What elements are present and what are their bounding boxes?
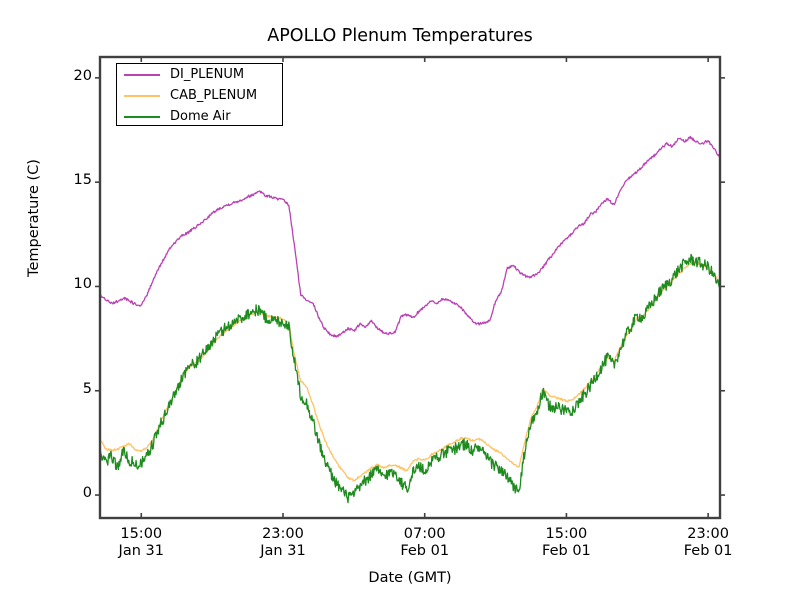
y-tick-label: 20 (73, 67, 92, 84)
chart-title: APOLLO Plenum Temperatures (267, 26, 533, 46)
series-line (99, 135, 721, 338)
y-tick-label: 15 (73, 172, 92, 189)
data-series-group (99, 135, 721, 504)
chart-legend: DI_PLENUM CAB_PLENUM Dome Air (116, 63, 283, 126)
x-tick-label: 07:00 Feb 01 (400, 526, 450, 559)
y-tick-labels: 0 5 10 15 20 (48, 0, 92, 600)
legend-swatch-cab-plenum (124, 94, 160, 97)
x-tick-label: 23:00 Jan 31 (260, 526, 306, 559)
legend-item: CAB_PLENUM (117, 85, 282, 106)
legend-label: Dome Air (170, 109, 231, 124)
plot-background (100, 57, 720, 518)
series-line (99, 261, 721, 482)
x-tick-label: 15:00 Feb 01 (542, 526, 591, 559)
y-tick-label: 10 (73, 276, 92, 293)
plot-frame (98, 55, 722, 520)
x-tick-label: 15:00 Jan 31 (118, 526, 164, 559)
legend-swatch-dome-air (124, 115, 160, 118)
x-tick-label: 23:00 Feb 01 (683, 526, 733, 559)
legend-label: DI_PLENUM (170, 67, 245, 82)
y-tick-label: 5 (82, 380, 92, 397)
legend-label: CAB_PLENUM (170, 88, 258, 103)
legend-swatch-di-plenum (124, 73, 160, 76)
series-line (99, 253, 721, 504)
legend-item: DI_PLENUM (117, 64, 282, 85)
x-axis-label: Date (GMT) (368, 570, 452, 586)
legend-item: Dome Air (117, 106, 282, 127)
y-tick-label: 0 (82, 485, 92, 502)
